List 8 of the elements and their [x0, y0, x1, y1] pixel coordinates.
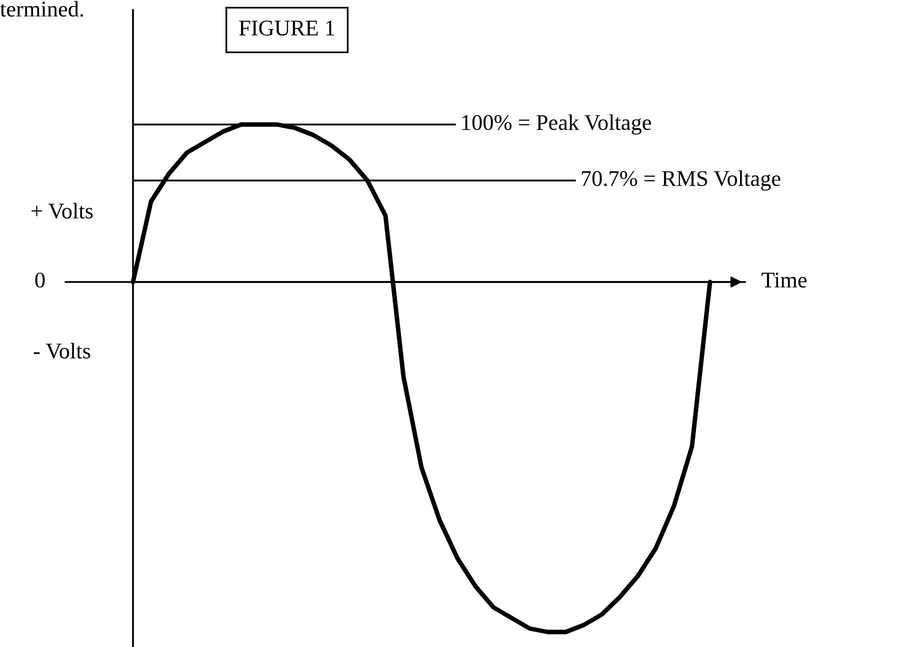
text: - Volts	[34, 342, 90, 359]
text: + Volts	[32, 202, 93, 219]
ref-line-label: 70.7% = RMS Voltage	[582, 170, 780, 191]
text: termined.	[0, 1, 84, 17]
x-axis-title: Time	[762, 272, 807, 288]
chart-title: FIGURE 1	[239, 20, 334, 36]
text: 0	[35, 272, 45, 288]
ref-line-label: 100% = Peak Voltage	[462, 114, 651, 135]
